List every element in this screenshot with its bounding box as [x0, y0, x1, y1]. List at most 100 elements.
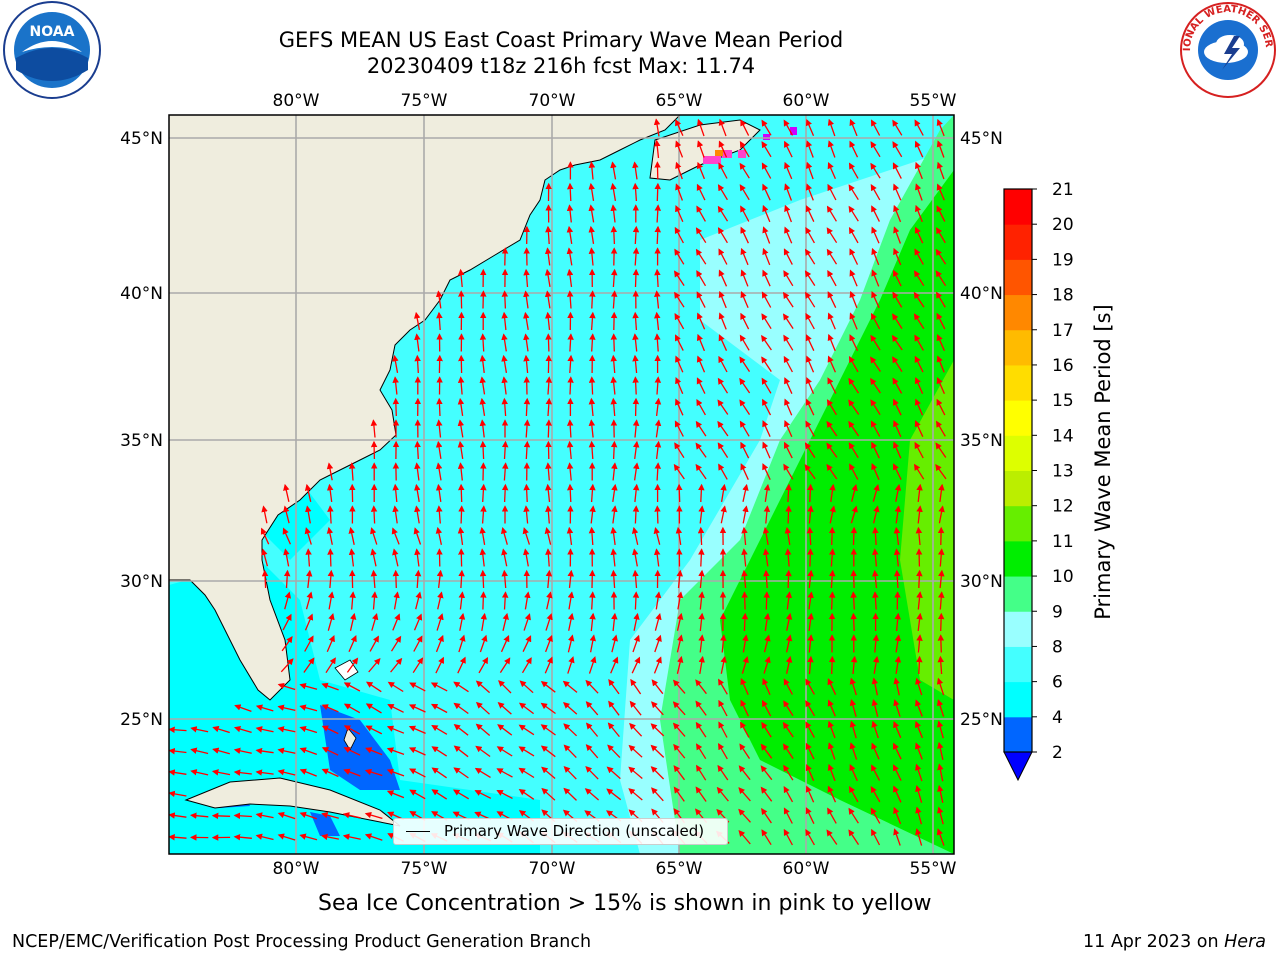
- colorbar-tick-label: 6: [1052, 673, 1063, 693]
- wave-direction-arrow: [453, 745, 469, 758]
- wave-direction-arrow: [632, 161, 639, 180]
- wave-direction-arrow: [392, 505, 399, 524]
- wave-direction-arrow: [720, 505, 727, 524]
- wave-direction-arrow: [763, 505, 771, 524]
- wave-direction-arrow: [233, 769, 252, 776]
- wave-direction-arrow: [805, 226, 815, 244]
- wave-direction-arrow: [697, 140, 705, 158]
- wave-direction-arrow: [695, 248, 707, 265]
- wave-direction-arrow: [366, 681, 382, 693]
- wave-direction-arrow: [654, 139, 661, 159]
- wave-direction-arrow: [741, 612, 749, 632]
- wave-direction-arrow: [695, 700, 707, 716]
- wave-direction-arrow: [545, 505, 552, 524]
- wave-direction-arrow: [371, 591, 378, 610]
- wave-direction-arrow: [501, 591, 509, 610]
- colorbar-segment: [1004, 364, 1032, 401]
- wave-direction-arrow: [893, 398, 902, 416]
- lat-label-right: 40°N: [960, 284, 1003, 304]
- wave-direction-arrow: [348, 548, 356, 567]
- lon-label-top: 55°W: [910, 91, 957, 111]
- wave-direction-arrow: [654, 268, 661, 288]
- wave-direction-arrow: [916, 505, 923, 524]
- wave-direction-arrow: [607, 722, 620, 738]
- wave-direction-arrow: [327, 591, 335, 610]
- wave-direction-arrow: [914, 140, 924, 158]
- wave-direction-arrow: [632, 354, 639, 374]
- wave-direction-arrow: [740, 721, 750, 738]
- wave-direction-arrow: [892, 162, 902, 179]
- wave-direction-arrow: [299, 768, 317, 777]
- wave-direction-arrow: [849, 290, 858, 309]
- wave-direction-arrow: [501, 397, 509, 417]
- wave-direction-arrow: [826, 399, 837, 416]
- wave-direction-arrow: [588, 397, 596, 417]
- wave-direction-arrow: [784, 183, 793, 201]
- wave-direction-arrow: [364, 811, 383, 820]
- wave-direction-arrow: [827, 785, 837, 803]
- wave-direction-arrow: [299, 811, 318, 820]
- wave-direction-arrow: [763, 569, 770, 589]
- wave-direction-arrow: [610, 290, 618, 309]
- wave-direction-arrow: [760, 765, 773, 781]
- wave-direction-arrow: [654, 311, 661, 331]
- wave-direction-arrow: [894, 483, 902, 502]
- wave-direction-arrow: [870, 162, 881, 179]
- wave-direction-arrow: [391, 527, 400, 545]
- wave-direction-arrow: [413, 635, 423, 652]
- wave-direction-arrow: [696, 743, 707, 760]
- wave-direction-arrow: [914, 398, 924, 416]
- wave-direction-arrow: [255, 704, 274, 712]
- wave-direction-arrow: [805, 700, 816, 717]
- wave-direction-arrow: [872, 591, 879, 610]
- wave-direction-arrow: [741, 591, 748, 610]
- wave-direction-arrow: [807, 655, 814, 675]
- wave-direction-arrow: [562, 680, 578, 693]
- wave-direction-arrow: [828, 526, 836, 546]
- wave-direction-arrow: [674, 226, 684, 244]
- wave-direction-arrow: [190, 812, 209, 819]
- wave-direction-arrow: [326, 483, 334, 502]
- wave-direction-arrow: [654, 290, 661, 309]
- wave-direction-arrow: [255, 833, 274, 841]
- wave-direction-arrow: [585, 679, 599, 694]
- wave-direction-arrow: [762, 204, 771, 223]
- wave-direction-arrow: [654, 397, 662, 416]
- wave-direction-arrow: [496, 746, 513, 757]
- wave-direction-arrow: [936, 140, 945, 158]
- wave-direction-arrow: [544, 247, 552, 266]
- wave-direction-arrow: [763, 656, 771, 674]
- wave-direction-arrow: [326, 635, 335, 653]
- colorbar-segment: [1004, 611, 1032, 647]
- lon-label-bottom: 75°W: [401, 859, 448, 879]
- wave-direction-arrow: [828, 655, 836, 675]
- wave-direction-arrow: [563, 765, 577, 780]
- wave-direction-arrow: [589, 612, 596, 632]
- wave-direction-arrow: [496, 790, 513, 799]
- wave-direction-arrow: [913, 291, 925, 308]
- wave-direction-arrow: [872, 655, 880, 675]
- wave-direction-arrow: [783, 764, 794, 781]
- wave-direction-arrow: [343, 768, 361, 777]
- wave-direction-arrow: [563, 702, 578, 715]
- wave-direction-arrow: [695, 786, 707, 802]
- footer-host: Hera: [1224, 932, 1266, 952]
- wave-direction-arrow: [522, 527, 531, 545]
- wave-direction-arrow: [938, 483, 945, 502]
- wave-direction-arrow: [916, 634, 923, 653]
- wave-direction-arrow: [415, 591, 422, 610]
- wave-direction-arrow: [937, 784, 944, 803]
- colorbar-segment: [1004, 576, 1032, 612]
- wave-direction-arrow: [805, 721, 815, 738]
- wave-direction-arrow: [894, 655, 902, 674]
- wave-direction-arrow: [937, 634, 945, 653]
- map-frame: [168, 114, 955, 855]
- wave-direction-arrow: [414, 354, 421, 374]
- colorbar-label: Primary Wave Mean Period [s]: [1091, 304, 1115, 620]
- wave-direction-arrow: [414, 440, 421, 460]
- wave-direction-arrow: [741, 569, 748, 589]
- wave-direction-arrow: [698, 655, 705, 675]
- wave-direction-arrow: [696, 270, 707, 287]
- wave-direction-arrow: [807, 569, 814, 589]
- wave-direction-arrow: [935, 248, 947, 265]
